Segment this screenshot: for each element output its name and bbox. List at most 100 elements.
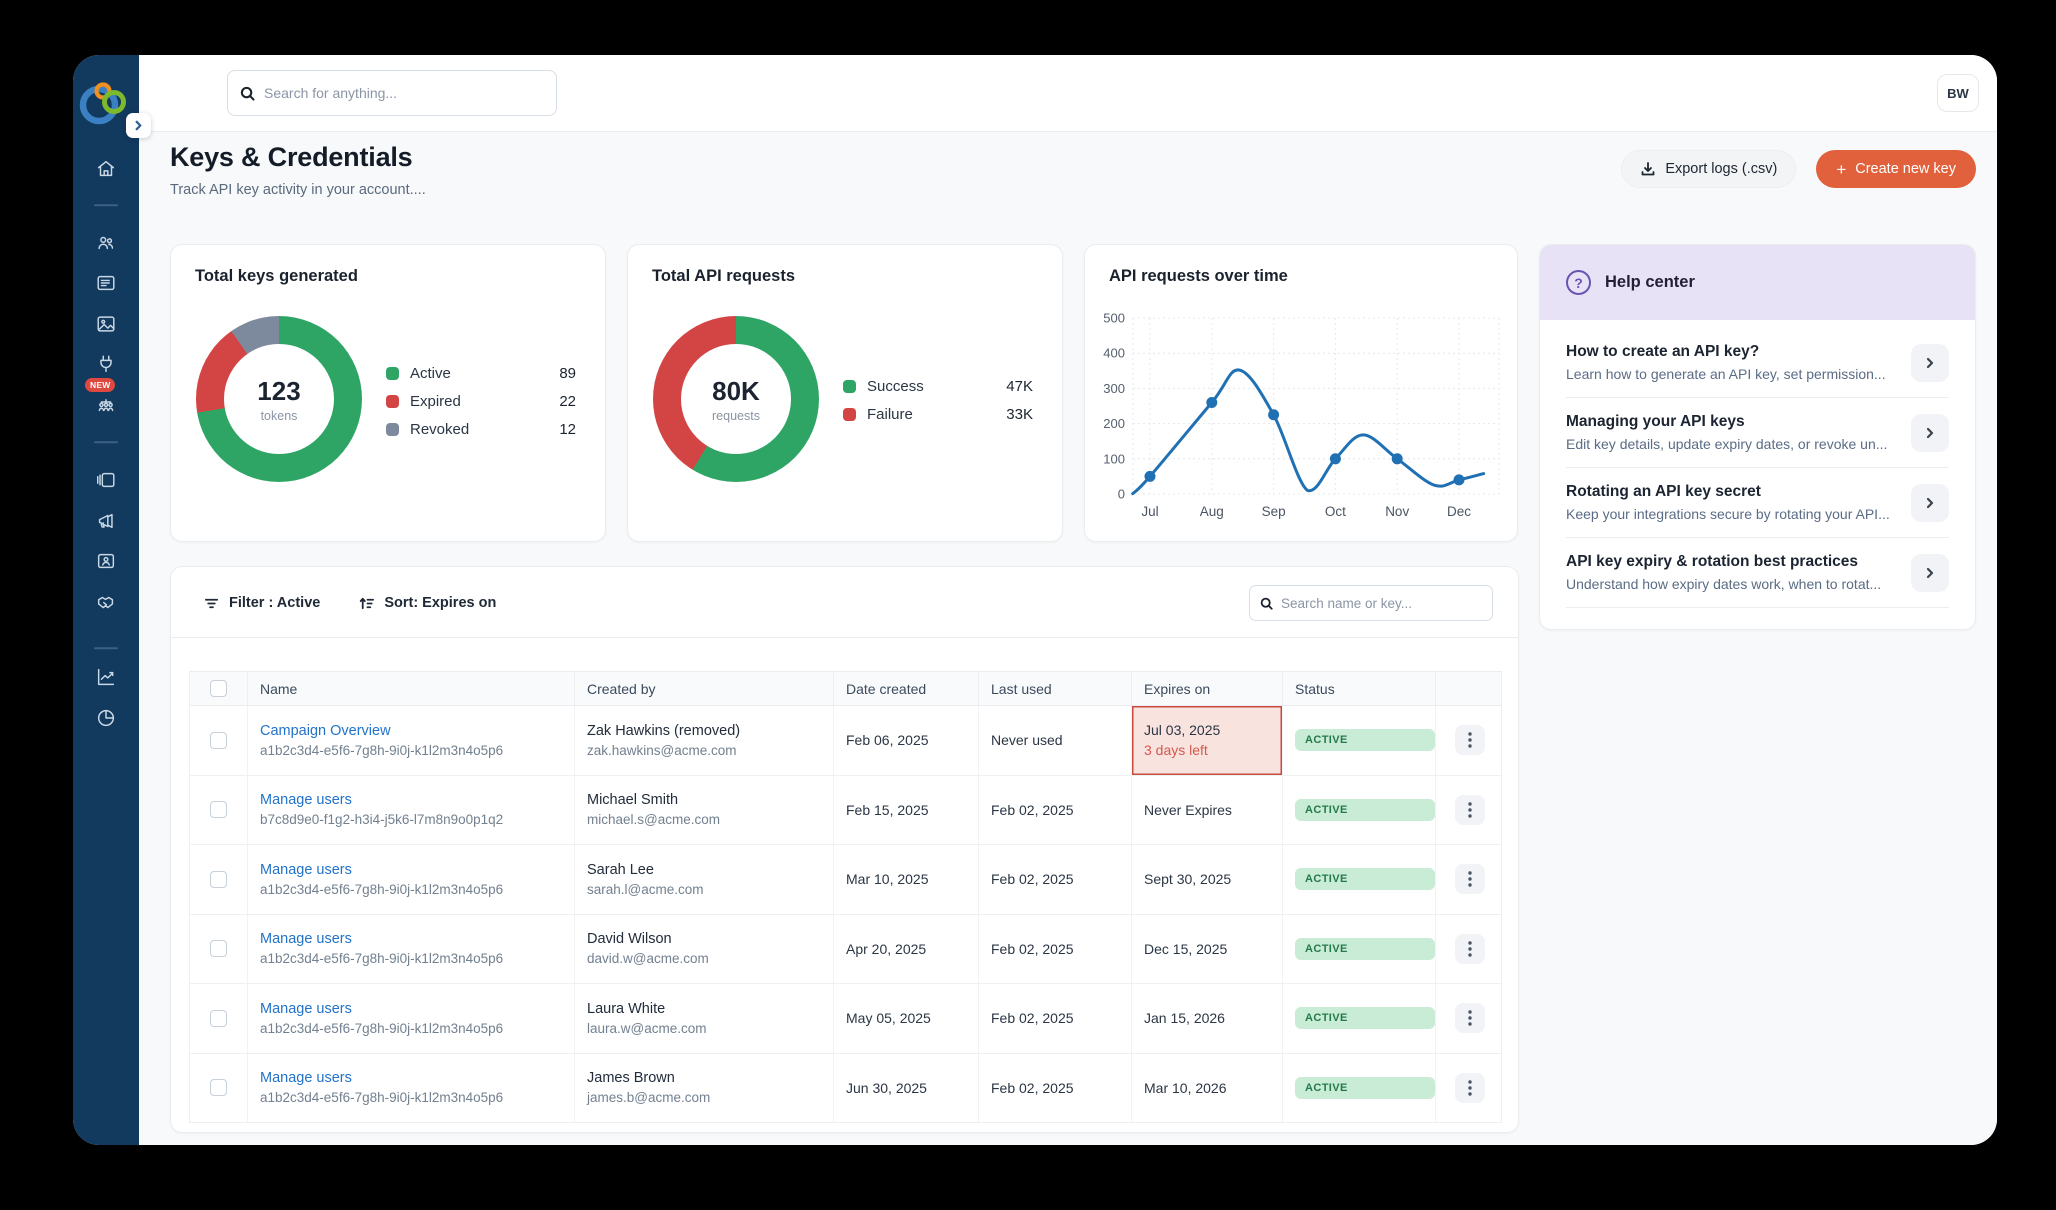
select-all-checkbox[interactable] (210, 680, 227, 697)
sidebar-item-panels[interactable] (91, 465, 121, 495)
filter-control[interactable]: Filter : Active (203, 595, 320, 612)
date-created-value: May 05, 2025 (846, 1010, 931, 1027)
creator-name: David Wilson (587, 931, 672, 948)
sidebar-expand-button[interactable] (126, 113, 151, 138)
sort-control[interactable]: Sort: Expires on (358, 595, 496, 612)
column-header-last-used[interactable]: Last used (979, 672, 1132, 705)
creator-name: Zak Hawkins (removed) (587, 722, 741, 739)
help-article-item[interactable]: How to create an API key? Learn how to ge… (1566, 328, 1949, 398)
help-article-open-button[interactable] (1911, 553, 1949, 592)
create-new-key-button[interactable]: + Create new key (1816, 150, 1976, 188)
page-title: Keys & Credentials (170, 142, 413, 172)
id-card-icon (95, 550, 117, 572)
sidebar-item-image[interactable] (91, 309, 121, 339)
sidebar-item-pie-chart[interactable] (91, 703, 121, 733)
sidebar-item-org[interactable]: NEW (85, 378, 121, 419)
global-search-input[interactable] (264, 85, 544, 101)
table-row: Campaign Overview a1b2c3d4-e5f6-7g8h-9i0j… (190, 706, 1501, 776)
help-article-desc: Edit key details, update expiry dates, o… (1566, 436, 1888, 452)
help-article-desc: Learn how to generate an API key, set pe… (1566, 366, 1886, 382)
table-search-input[interactable] (1281, 595, 1482, 611)
help-article-item[interactable]: Managing your API keys Edit key details, … (1566, 398, 1949, 468)
kebab-icon (1467, 871, 1472, 887)
new-badge: NEW (85, 378, 116, 392)
help-article-item[interactable]: API key expiry & rotation best practices… (1566, 538, 1949, 608)
creator-email: james.b@acme.com (587, 1090, 711, 1106)
column-header-created-by[interactable]: Created by (575, 672, 834, 705)
help-article-text: How to create an API key? Learn how to ge… (1566, 343, 1899, 382)
table-header-row: Name Created by Date created Last used Expir… (190, 671, 1501, 706)
legend-swatch (386, 422, 399, 436)
sidebar-item-list[interactable] (91, 268, 121, 298)
sidebar-item-handshake[interactable] (91, 588, 121, 618)
last-used-value: Feb 02, 2025 (991, 1010, 1074, 1027)
help-article-title: Rotating an API key secret (1566, 483, 1761, 500)
row-checkbox[interactable] (210, 1079, 227, 1097)
svg-text:500: 500 (1103, 311, 1125, 326)
name-cell: Manage users b7c8d9e0-f1g2-h3i4-j5k6-l7m8… (248, 775, 575, 844)
page-actions: Export logs (.csv) + Create new key (1621, 150, 1976, 188)
legend-row: Revoked 12 (386, 415, 576, 443)
line-chart-icon (95, 666, 117, 688)
help-article-open-button[interactable] (1911, 483, 1949, 522)
filter-icon (203, 595, 220, 612)
created-by-cell: James Brown james.b@acme.com (575, 1053, 834, 1122)
creator-name: James Brown (587, 1070, 675, 1087)
legend-label: Revoked (410, 420, 470, 438)
sidebar-item-home[interactable] (91, 154, 121, 184)
row-checkbox[interactable] (210, 731, 227, 749)
row-menu-button[interactable] (1454, 794, 1485, 825)
row-checkbox[interactable] (210, 940, 227, 958)
total-requests-title: Total API requests (652, 267, 796, 285)
sidebar-item-line-chart[interactable] (91, 662, 121, 692)
global-search (227, 70, 557, 116)
help-article-open-button[interactable] (1911, 413, 1949, 452)
key-name-link[interactable]: Manage users (260, 931, 352, 948)
user-avatar[interactable]: BW (1937, 74, 1979, 112)
export-logs-button[interactable]: Export logs (.csv) (1621, 150, 1797, 188)
help-article-title: How to create an API key? (1566, 343, 1760, 360)
last-used-cell: Never used (979, 706, 1132, 775)
help-article-item[interactable]: Rotating an API key secret Keep your inte… (1566, 468, 1949, 538)
key-name-link[interactable]: Campaign Overview (260, 722, 391, 739)
legend-value: 22 (559, 392, 576, 410)
row-checkbox[interactable] (210, 801, 227, 819)
table-row: Manage users a1b2c3d4-e5f6-7g8h-9i0j-k1l2… (190, 914, 1501, 984)
table-row: Manage users a1b2c3d4-e5f6-7g8h-9i0j-k1l2… (190, 984, 1501, 1054)
row-menu-button[interactable] (1454, 933, 1485, 964)
legend-swatch (386, 394, 399, 408)
legend-value: 47K (1006, 377, 1033, 395)
key-name-link[interactable]: Manage users (260, 861, 352, 878)
sidebar-divider (94, 204, 118, 206)
app-logo-icon[interactable] (73, 65, 139, 135)
column-header-name[interactable]: Name (248, 672, 575, 705)
row-menu-button[interactable] (1454, 864, 1485, 895)
column-header-expires-on[interactable]: Expires on (1132, 672, 1283, 705)
column-header-date-created[interactable]: Date created (834, 672, 979, 705)
key-name-link[interactable]: Manage users (260, 1000, 352, 1017)
key-name-link[interactable]: Manage users (260, 1070, 352, 1087)
sidebar-item-id-card[interactable] (91, 546, 121, 576)
chevron-right-icon (1924, 357, 1936, 369)
row-checkbox[interactable] (210, 1009, 227, 1027)
svg-text:100: 100 (1103, 451, 1125, 466)
sidebar-item-plug[interactable] (91, 349, 121, 379)
sidebar-item-megaphone[interactable] (91, 506, 121, 536)
row-checkbox[interactable] (210, 870, 227, 888)
column-header-status[interactable]: Status (1283, 672, 1436, 705)
row-menu-button[interactable] (1454, 725, 1485, 756)
expires-on-value: Never Expires (1144, 801, 1232, 818)
search-icon (240, 86, 255, 101)
kebab-icon (1467, 1080, 1472, 1096)
filter-label: Filter : Active (229, 595, 321, 611)
key-value: b7c8d9e0-f1g2-h3i4-j5k6-l7m8n9o0p1q2 (260, 812, 504, 828)
row-menu-button[interactable] (1454, 1072, 1485, 1103)
key-value: a1b2c3d4-e5f6-7g8h-9i0j-k1l2m3n4o5p6 (260, 742, 504, 758)
help-article-open-button[interactable] (1911, 343, 1949, 382)
row-menu-button[interactable] (1454, 1003, 1485, 1034)
key-name-link[interactable]: Manage users (260, 792, 352, 809)
sidebar-item-team[interactable] (91, 228, 121, 258)
status-badge: ACTIVE (1295, 937, 1435, 960)
name-cell: Manage users a1b2c3d4-e5f6-7g8h-9i0j-k1l2… (248, 1053, 575, 1122)
